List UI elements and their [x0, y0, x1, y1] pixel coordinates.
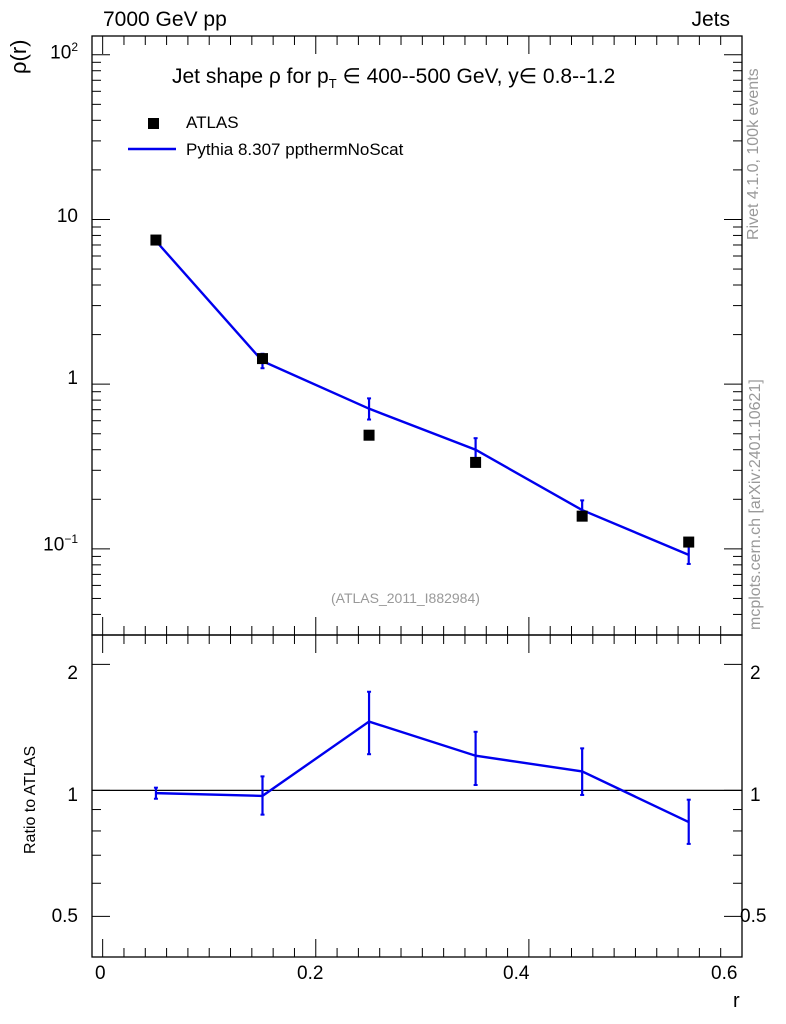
chart-title-sub: T: [328, 76, 337, 92]
ratio-ytick-label-right-1: 1: [750, 785, 761, 806]
ratio-ytick-label-right-2: 2: [750, 663, 761, 684]
atlas-data-point: [683, 536, 695, 548]
atlas-data-point: [363, 429, 375, 441]
legend-atlas-marker: [148, 118, 159, 129]
chart-title: Jet shape ρ for pT ∈ 400--500 GeV, y∈ 0.…: [172, 64, 615, 91]
ratio-ytick-label-0.5: 0.5: [51, 906, 78, 927]
main-ytick-label-0.1: 10−1: [43, 532, 78, 556]
mc-prediction-line: [155, 240, 690, 556]
atlas-data-point: [150, 234, 162, 246]
header-left-label: 7000 GeV pp: [103, 8, 227, 31]
ratio-ytick-label-1: 1: [67, 785, 78, 806]
main-ytick-label-100: 102: [50, 40, 78, 64]
xtick-label-0.4: 0.4: [503, 963, 530, 984]
ratio-y-axis-label: Ratio to ATLAS: [22, 745, 39, 854]
chart-title-post: ∈ 400--500 GeV, y∈ 0.8--1.2: [336, 65, 616, 88]
header-right-label: Jets: [691, 8, 730, 31]
analysis-watermark: (ATLAS_2011_I882984): [331, 590, 480, 606]
legend-atlas-label: ATLAS: [186, 113, 239, 132]
legend-pythia-label: Pythia 8.307 ppthermNoScat: [186, 140, 404, 159]
main-y-axis-label: ρ(r): [6, 39, 31, 75]
xtick-label-0: 0: [95, 963, 106, 984]
ratio-line: [155, 720, 690, 824]
xtick-label-0.2: 0.2: [297, 963, 324, 984]
x-axis-label: r: [733, 990, 740, 1012]
mcplots-source-label: mcplots.cern.ch [arXiv:2401.10621]: [747, 379, 764, 630]
rivet-version-label: Rivet 4.1.0, 100k events: [745, 68, 762, 240]
ratio-plot-frame: [91, 634, 743, 958]
main-ytick-label-1: 1: [67, 368, 78, 389]
ratio-ytick-label-2: 2: [67, 663, 78, 684]
xtick-label-0.6: 0.6: [711, 963, 738, 984]
atlas-data-point: [256, 353, 268, 365]
chart-title-pre: Jet shape ρ for p: [172, 65, 329, 88]
main-ytick-label-10: 10: [56, 206, 78, 227]
ratio-ytick-label-right-0.5: 0.5: [740, 906, 767, 927]
atlas-data-point: [576, 510, 588, 522]
atlas-data-point: [470, 456, 482, 468]
